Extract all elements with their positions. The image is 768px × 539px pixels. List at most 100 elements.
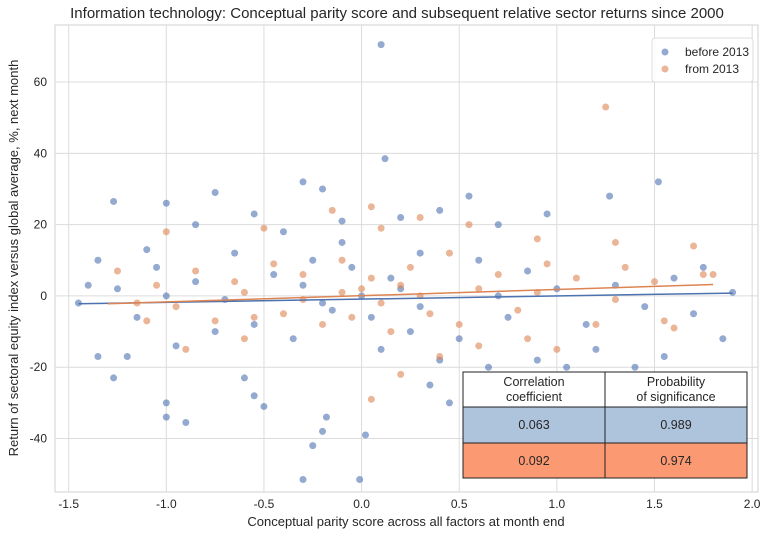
data-point-from-2013 bbox=[621, 263, 629, 271]
data-point-from-2013 bbox=[611, 295, 619, 303]
data-point-before-2013 bbox=[299, 476, 307, 484]
cell-probability-from-2013: 0.974 bbox=[660, 454, 691, 468]
data-point-before-2013 bbox=[455, 335, 463, 343]
data-point-before-2013 bbox=[699, 263, 707, 271]
data-point-before-2013 bbox=[397, 214, 405, 222]
data-point-before-2013 bbox=[240, 374, 248, 382]
regression-line-from-2013 bbox=[107, 283, 714, 305]
data-point-before-2013 bbox=[690, 310, 698, 318]
data-point-before-2013 bbox=[162, 413, 170, 421]
data-point-before-2013 bbox=[110, 197, 118, 205]
x-tick-label: -0.5 bbox=[254, 497, 275, 511]
x-tick-label: 2.0 bbox=[744, 497, 761, 511]
data-point-from-2013 bbox=[602, 103, 610, 111]
data-point-from-2013 bbox=[338, 288, 346, 296]
data-point-before-2013 bbox=[592, 345, 600, 353]
data-point-from-2013 bbox=[279, 310, 287, 318]
data-point-from-2013 bbox=[660, 317, 668, 325]
data-point-from-2013 bbox=[348, 313, 356, 321]
data-point-before-2013 bbox=[270, 271, 278, 279]
data-point-from-2013 bbox=[475, 342, 483, 350]
data-point-before-2013 bbox=[319, 185, 327, 193]
data-point-before-2013 bbox=[654, 178, 662, 186]
data-point-before-2013 bbox=[143, 246, 151, 254]
data-point-from-2013 bbox=[670, 324, 678, 332]
data-point-from-2013 bbox=[387, 328, 395, 336]
data-point-from-2013 bbox=[162, 228, 170, 236]
x-tick-label: 0.0 bbox=[353, 497, 370, 511]
data-point-before-2013 bbox=[211, 189, 219, 197]
data-point-before-2013 bbox=[631, 363, 639, 371]
data-point-before-2013 bbox=[319, 299, 327, 307]
data-point-before-2013 bbox=[445, 399, 453, 407]
data-point-from-2013 bbox=[416, 214, 424, 222]
data-point-before-2013 bbox=[494, 292, 502, 300]
data-point-from-2013 bbox=[172, 303, 180, 311]
data-point-before-2013 bbox=[231, 249, 239, 257]
data-point-before-2013 bbox=[328, 306, 336, 314]
y-tick-label: 0 bbox=[40, 289, 47, 303]
data-point-from-2013 bbox=[211, 317, 219, 325]
cell-probability-before-2013: 0.989 bbox=[660, 418, 691, 432]
data-point-before-2013 bbox=[338, 217, 346, 225]
data-point-before-2013 bbox=[475, 256, 483, 264]
data-point-from-2013 bbox=[455, 320, 463, 328]
data-point-before-2013 bbox=[729, 288, 737, 296]
x-tick-label: 1.0 bbox=[549, 497, 566, 511]
x-tick-label: -1.5 bbox=[58, 497, 79, 511]
data-point-from-2013 bbox=[153, 281, 161, 289]
data-point-before-2013 bbox=[361, 431, 369, 439]
data-point-before-2013 bbox=[211, 328, 219, 336]
data-point-from-2013 bbox=[240, 288, 248, 296]
data-point-from-2013 bbox=[651, 278, 659, 286]
header-correlation: Correlation coefficient bbox=[503, 375, 564, 404]
data-point-from-2013 bbox=[260, 224, 268, 232]
data-point-before-2013 bbox=[113, 285, 121, 293]
data-point-from-2013 bbox=[367, 395, 375, 403]
y-tick-label: 60 bbox=[34, 75, 48, 89]
data-point-from-2013 bbox=[240, 335, 248, 343]
data-point-before-2013 bbox=[299, 281, 307, 289]
data-point-before-2013 bbox=[133, 313, 141, 321]
y-axis-label: Return of sectoral equity index versus g… bbox=[6, 60, 21, 457]
data-point-before-2013 bbox=[533, 356, 541, 364]
data-point-from-2013 bbox=[533, 235, 541, 243]
data-point-before-2013 bbox=[416, 249, 424, 257]
data-point-from-2013 bbox=[553, 345, 561, 353]
data-point-before-2013 bbox=[563, 363, 571, 371]
data-point-before-2013 bbox=[250, 392, 258, 400]
data-point-before-2013 bbox=[153, 263, 161, 271]
legend-label-from-2013: from 2013 bbox=[685, 62, 739, 76]
data-point-before-2013 bbox=[426, 381, 434, 389]
data-point-before-2013 bbox=[670, 274, 678, 282]
data-point-from-2013 bbox=[299, 271, 307, 279]
data-point-before-2013 bbox=[356, 476, 364, 484]
data-point-before-2013 bbox=[494, 221, 502, 229]
data-point-from-2013 bbox=[524, 335, 532, 343]
chart-title: Information technology: Conceptual parit… bbox=[70, 5, 724, 22]
data-point-from-2013 bbox=[270, 260, 278, 268]
legend: before 2013 from 2013 bbox=[651, 37, 754, 83]
data-point-before-2013 bbox=[182, 418, 190, 426]
data-point-before-2013 bbox=[322, 413, 330, 421]
legend-marker-from-2013 bbox=[661, 65, 669, 73]
data-point-from-2013 bbox=[328, 206, 336, 214]
data-point-before-2013 bbox=[377, 345, 385, 353]
data-point-before-2013 bbox=[319, 427, 327, 435]
data-point-before-2013 bbox=[465, 192, 473, 200]
y-tick-label: 20 bbox=[34, 218, 48, 232]
data-point-before-2013 bbox=[367, 313, 375, 321]
data-point-from-2013 bbox=[377, 299, 385, 307]
y-tick-label: 40 bbox=[34, 146, 48, 160]
data-point-before-2013 bbox=[504, 313, 512, 321]
data-point-from-2013 bbox=[143, 317, 151, 325]
data-point-before-2013 bbox=[192, 278, 200, 286]
data-point-before-2013 bbox=[309, 442, 317, 450]
data-point-before-2013 bbox=[94, 256, 102, 264]
y-tick-label: -40 bbox=[30, 432, 48, 446]
data-point-from-2013 bbox=[699, 271, 707, 279]
x-tick-label: 0.5 bbox=[451, 497, 468, 511]
data-point-before-2013 bbox=[416, 303, 424, 311]
data-point-from-2013 bbox=[406, 263, 414, 271]
data-point-before-2013 bbox=[348, 263, 356, 271]
